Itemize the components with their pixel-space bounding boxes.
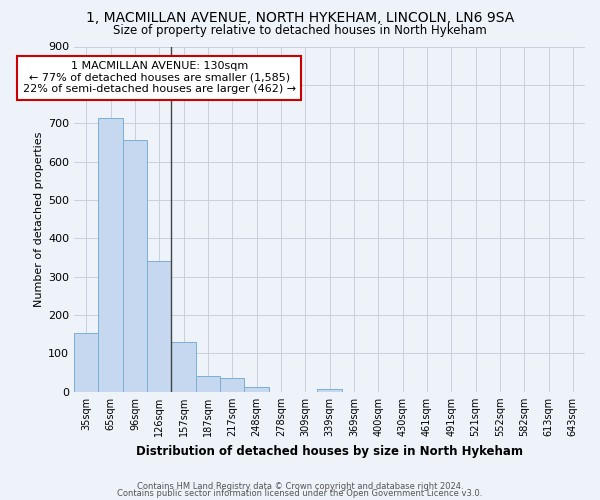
Bar: [172, 342, 196, 392]
Text: Contains HM Land Registry data © Crown copyright and database right 2024.: Contains HM Land Registry data © Crown c…: [137, 482, 463, 491]
Text: 1 MACMILLAN AVENUE: 130sqm
← 77% of detached houses are smaller (1,585)
22% of s: 1 MACMILLAN AVENUE: 130sqm ← 77% of deta…: [23, 61, 296, 94]
X-axis label: Distribution of detached houses by size in North Hykeham: Distribution of detached houses by size …: [136, 444, 523, 458]
Text: Contains public sector information licensed under the Open Government Licence v3: Contains public sector information licen…: [118, 489, 482, 498]
Text: Size of property relative to detached houses in North Hykeham: Size of property relative to detached ho…: [113, 24, 487, 37]
Bar: [147, 262, 172, 392]
Bar: [317, 388, 341, 392]
Y-axis label: Number of detached properties: Number of detached properties: [34, 132, 44, 307]
Bar: [98, 118, 123, 392]
Bar: [123, 140, 147, 392]
Bar: [196, 376, 220, 392]
Bar: [220, 378, 244, 392]
Text: 1, MACMILLAN AVENUE, NORTH HYKEHAM, LINCOLN, LN6 9SA: 1, MACMILLAN AVENUE, NORTH HYKEHAM, LINC…: [86, 11, 514, 25]
Bar: [74, 333, 98, 392]
Bar: [244, 387, 269, 392]
